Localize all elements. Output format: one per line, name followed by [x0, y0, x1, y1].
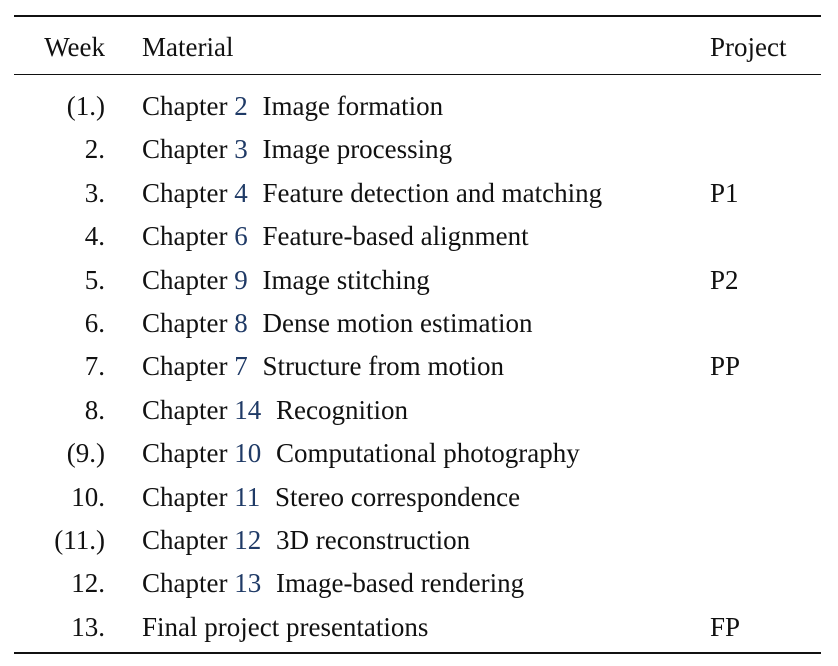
week-cell: 3.	[84, 177, 105, 208]
week-cell: (11.)	[54, 525, 105, 555]
chapter-number-link[interactable]: 7	[234, 351, 248, 382]
week-cell: 13.	[71, 611, 105, 642]
topic-text: Feature-based alignment	[262, 221, 529, 252]
chapter-word: Chapter	[142, 394, 228, 425]
table-row: 3. Chapter 4 Feature detection and matchi…	[0, 173, 838, 213]
chapter-number-link[interactable]: 6	[234, 221, 248, 252]
table-row: 2. Chapter 3 Image processing	[0, 129, 838, 169]
table-row: (9.) Chapter 10 Computational photography	[0, 433, 838, 473]
week-cell: 5.	[84, 264, 105, 295]
material-cell: Chapter 4 Feature detection and matching	[142, 173, 602, 213]
material-cell: Chapter 2 Image formation	[142, 86, 443, 126]
header-rule	[14, 74, 821, 75]
project-cell: FP	[710, 611, 741, 642]
material-cell: Chapter 6 Feature-based alignment	[142, 216, 529, 256]
table-row: (1.) Chapter 2 Image formation	[0, 86, 838, 126]
chapter-word: Chapter	[142, 481, 228, 512]
chapter-number-link[interactable]: 13	[234, 568, 262, 599]
material-cell: Chapter 13 Image-based rendering	[142, 563, 524, 603]
chapter-number-link[interactable]: 4	[234, 177, 248, 208]
table-row: 7. Chapter 7 Structure from motion PP	[0, 346, 838, 386]
week-cell: 8.	[84, 394, 105, 425]
chapter-word: Chapter	[142, 177, 228, 208]
chapter-word: Chapter	[142, 525, 228, 555]
material-cell: Chapter 11 Stereo correspondence	[142, 477, 520, 517]
chapter-word: Chapter	[142, 91, 228, 121]
table-row: 5. Chapter 9 Image stitching P2	[0, 260, 838, 300]
project-cell: PP	[710, 351, 741, 382]
table-row: 12. Chapter 13 Image-based rendering	[0, 563, 838, 603]
topic-text: Image-based rendering	[275, 568, 525, 599]
material-cell: Chapter 9 Image stitching	[142, 260, 430, 300]
week-cell: 7.	[84, 351, 105, 382]
material-cell: Final project presentations	[142, 607, 428, 647]
header-project: Project	[710, 32, 787, 62]
bottom-rule	[14, 652, 821, 654]
chapter-word: Chapter	[142, 568, 228, 599]
chapter-number-link[interactable]: 14	[234, 394, 262, 425]
topic-text: Image formation	[262, 91, 444, 121]
project-cell: P1	[710, 177, 739, 208]
topic-text: Image stitching	[262, 264, 430, 295]
topic-text: Final project presentations	[142, 611, 429, 642]
topic-text: Stereo correspondence	[274, 481, 521, 512]
chapter-word: Chapter	[142, 221, 228, 252]
week-cell: 6.	[84, 308, 105, 338]
week-cell: 10.	[71, 481, 105, 512]
topic-text: Recognition	[275, 394, 408, 425]
week-cell: (1.)	[66, 91, 105, 121]
chapter-number-link[interactable]: 2	[234, 91, 248, 121]
week-cell: (9.)	[66, 438, 105, 469]
chapter-word: Chapter	[142, 264, 228, 295]
topic-text: 3D reconstruction	[275, 525, 471, 555]
chapter-number-link[interactable]: 12	[234, 525, 262, 555]
week-cell: 12.	[71, 568, 105, 599]
table-row: 13. Final project presentations FP	[0, 607, 838, 647]
chapter-number-link[interactable]: 3	[234, 134, 248, 165]
chapter-number-link[interactable]: 11	[234, 481, 261, 512]
material-cell: Chapter 8 Dense motion estimation	[142, 303, 532, 343]
chapter-word: Chapter	[142, 134, 228, 165]
material-cell: Chapter 14 Recognition	[142, 390, 408, 430]
topic-text: Dense motion estimation	[262, 308, 533, 338]
week-cell: 2.	[84, 134, 105, 165]
table-row: 4. Chapter 6 Feature-based alignment	[0, 216, 838, 256]
table-row: (11.) Chapter 12 3D reconstruction	[0, 520, 838, 560]
header-week: Week	[44, 32, 105, 62]
material-cell: Chapter 7 Structure from motion	[142, 346, 504, 386]
top-rule	[14, 15, 821, 17]
topic-text: Structure from motion	[262, 351, 504, 382]
chapter-number-link[interactable]: 9	[234, 264, 248, 295]
week-cell: 4.	[84, 221, 105, 252]
header-material: Material	[142, 32, 234, 62]
header-row: Week Material Project	[0, 27, 838, 67]
chapter-number-link[interactable]: 8	[234, 308, 248, 338]
chapter-word: Chapter	[142, 351, 228, 382]
table-row: 6. Chapter 8 Dense motion estimation	[0, 303, 838, 343]
chapter-word: Chapter	[142, 308, 228, 338]
chapter-word: Chapter	[142, 438, 228, 469]
table-row: 10. Chapter 11 Stereo correspondence	[0, 477, 838, 517]
topic-text: Computational photography	[275, 438, 580, 469]
project-cell: P2	[710, 264, 739, 295]
material-cell: Chapter 12 3D reconstruction	[142, 520, 470, 560]
material-cell: Chapter 3 Image processing	[142, 129, 452, 169]
table-row: 8. Chapter 14 Recognition	[0, 390, 838, 430]
chapter-number-link[interactable]: 10	[234, 438, 262, 469]
topic-text: Image processing	[262, 134, 453, 165]
topic-text: Feature detection and matching	[262, 177, 603, 208]
material-cell: Chapter 10 Computational photography	[142, 433, 580, 473]
